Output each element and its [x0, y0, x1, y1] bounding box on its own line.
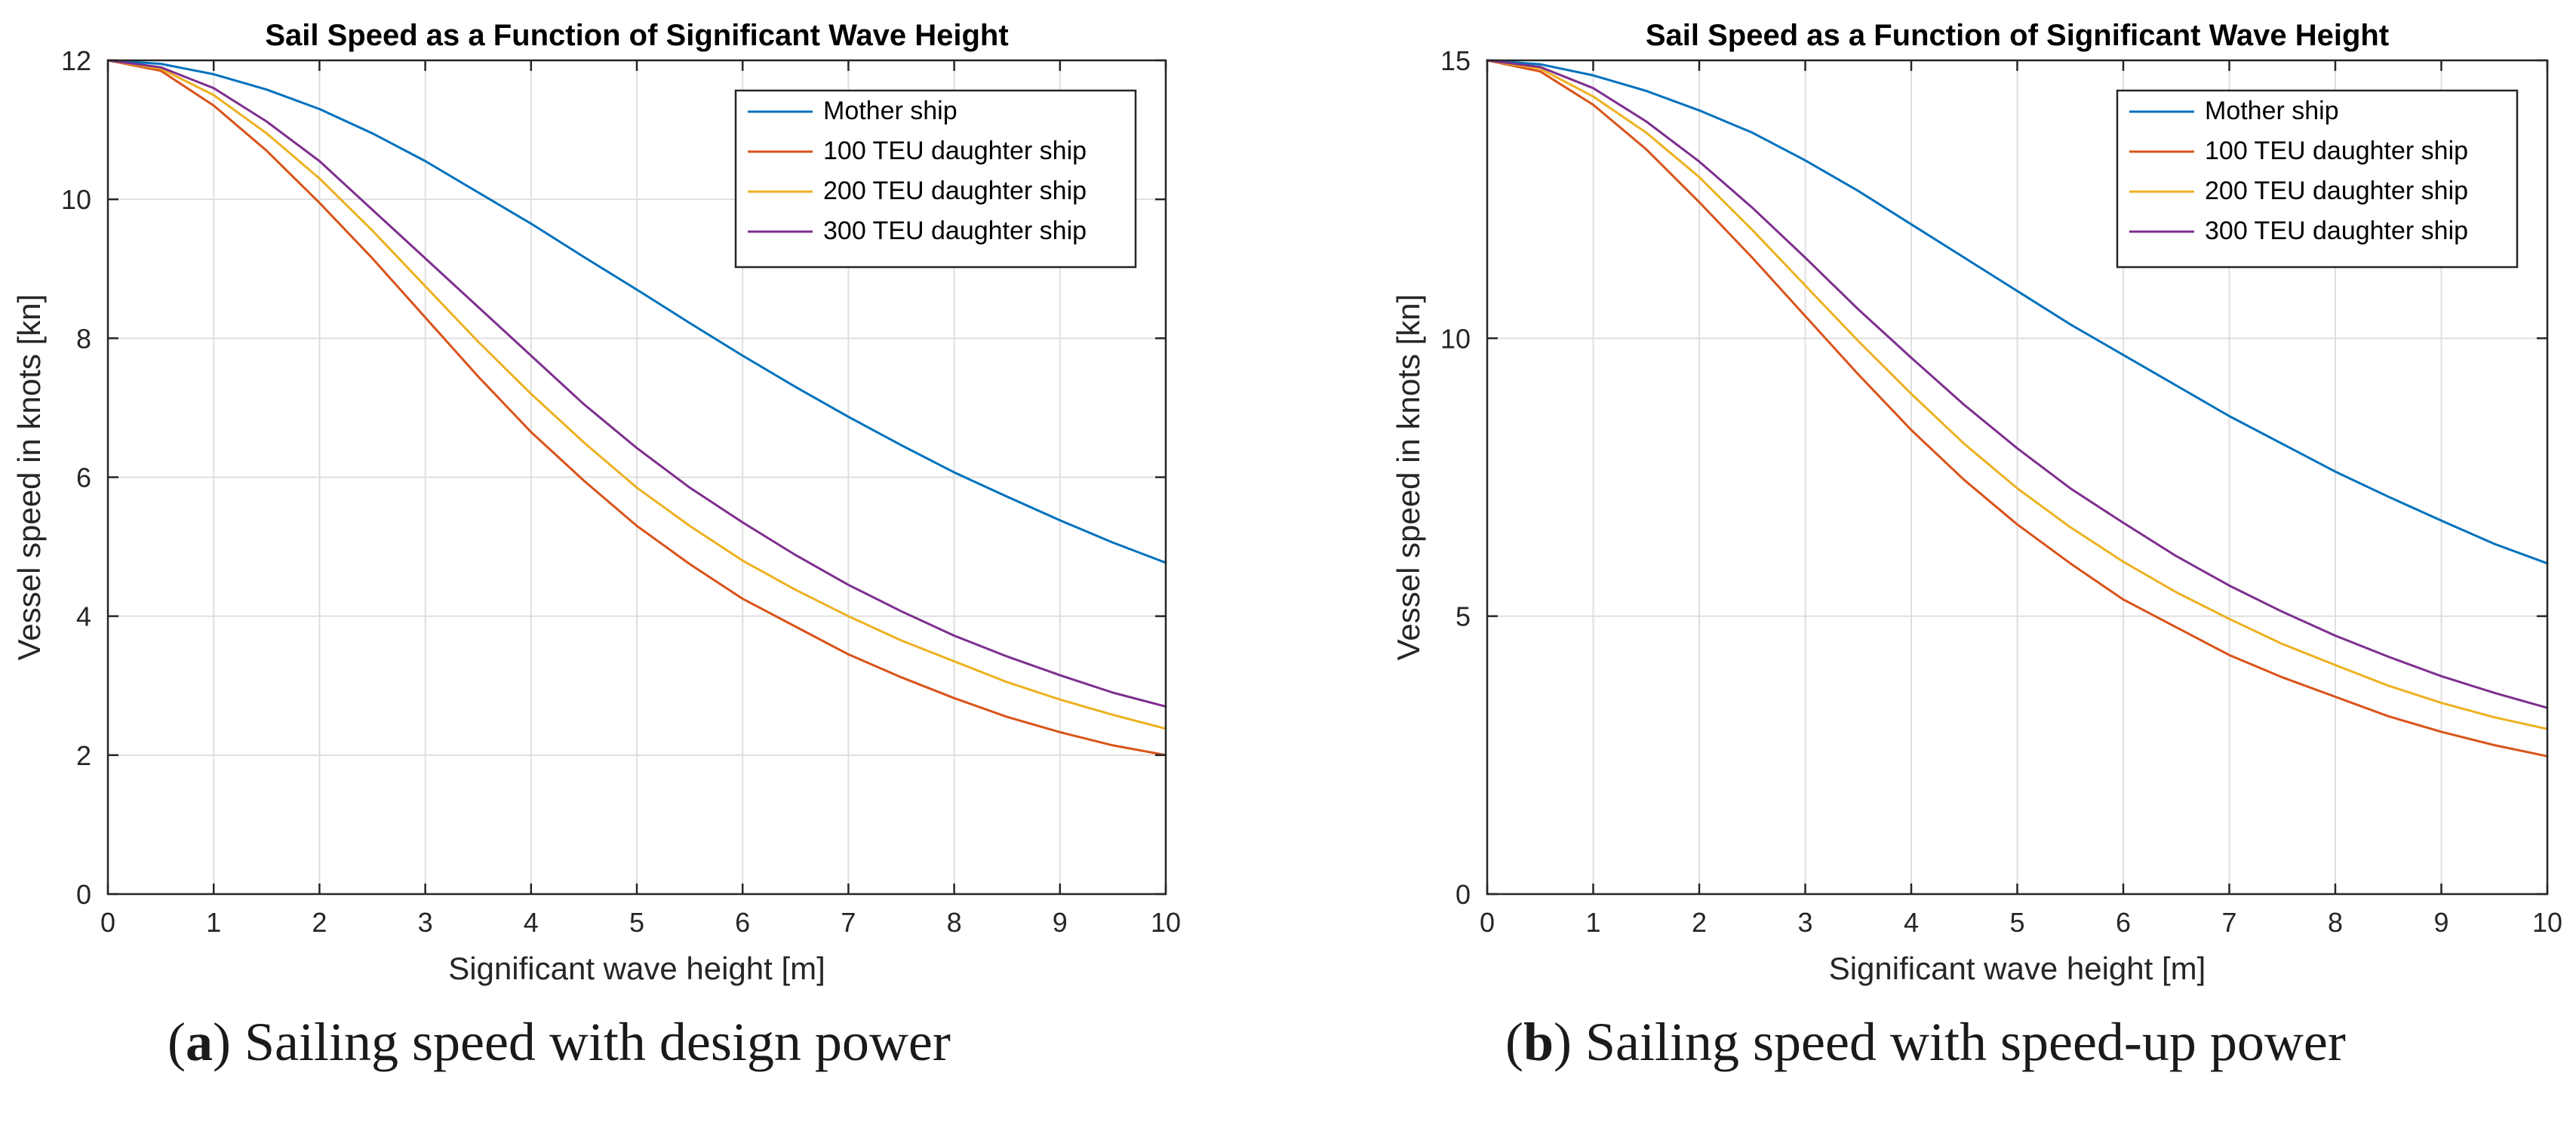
chart-panel-b: 0 1 2 3 4 5 6 7 8 9 10 0 5 10 15 Sail Speed as a Functi… — [1391, 19, 2562, 986]
y-tick-label: 0 — [76, 879, 91, 910]
caption-a-text: Sailing speed with design power — [230, 1012, 951, 1072]
x-tick-label: 3 — [418, 907, 433, 938]
caption-a-open: ( — [168, 1012, 186, 1072]
legend-box — [734, 89, 1137, 269]
series-line-teu300 — [1486, 59, 2549, 709]
series-line-mother — [106, 59, 1167, 564]
y-tick-label: 4 — [76, 601, 91, 632]
x-tick-label: 4 — [1904, 907, 1919, 938]
y-axis-label: Vessel speed in knots [kn] — [11, 294, 47, 661]
series-line-teu200 — [106, 59, 1167, 730]
x-axis-label: Significant wave height [m] — [448, 951, 825, 986]
caption-b-open: ( — [1505, 1012, 1523, 1072]
x-tick-label: 6 — [2116, 907, 2131, 938]
legend-label-mother: Mother ship — [823, 97, 958, 125]
chart-title: Sail Speed as a Function of Significant … — [1646, 19, 2389, 52]
y-tick-label: 8 — [76, 323, 91, 354]
y-tick-label: 12 — [61, 45, 91, 76]
legend-label-teu100: 100 TEU daughter ship — [823, 137, 1087, 165]
x-tick-label: 5 — [2009, 907, 2024, 938]
y-tick-label: 6 — [76, 463, 91, 493]
x-tick-label: 1 — [206, 907, 221, 938]
legend-label-teu200: 200 TEU daughter ship — [2205, 177, 2468, 205]
x-tick-label: 0 — [100, 907, 115, 938]
legend-box — [2116, 89, 2519, 269]
x-tick-label: 1 — [1585, 907, 1600, 938]
y-tick-label: 10 — [1440, 323, 1471, 354]
chart-title: Sail Speed as a Function of Significant … — [265, 19, 1008, 52]
legend-label-teu300: 300 TEU daughter ship — [2205, 217, 2468, 245]
caption-a: (a) Sailing speed with design power — [168, 1011, 951, 1074]
caption-b-letter: b — [1523, 1012, 1554, 1072]
caption-b-close: ) — [1554, 1012, 1572, 1072]
caption-a-close: ) — [212, 1012, 231, 1072]
x-tick-label: 2 — [1692, 907, 1707, 938]
legend-label-mother: Mother ship — [2205, 97, 2339, 125]
y-axis-label: Vessel speed in knots [kn] — [1391, 294, 1426, 661]
legend-label-teu100: 100 TEU daughter ship — [2205, 137, 2468, 165]
caption-a-letter: a — [185, 1012, 213, 1072]
x-tick-label: 4 — [524, 907, 539, 938]
x-axis-label: Significant wave height [m] — [1829, 951, 2206, 986]
x-tick-label: 8 — [947, 907, 962, 938]
x-tick-label: 6 — [735, 907, 750, 938]
x-tick-label: 2 — [312, 907, 327, 938]
y-tick-label: 2 — [76, 740, 91, 771]
y-tick-label: 0 — [1456, 879, 1471, 910]
x-tick-label: 9 — [2433, 907, 2448, 938]
y-tick-label: 10 — [61, 184, 91, 215]
y-tick-label: 5 — [1456, 601, 1471, 632]
series-line-teu300 — [106, 59, 1167, 708]
caption-b: (b) Sailing speed with speed-up power — [1505, 1011, 2346, 1074]
x-tick-label: 8 — [2328, 907, 2343, 938]
x-tick-label: 9 — [1053, 907, 1068, 938]
x-tick-label: 7 — [2221, 907, 2236, 938]
x-tick-label: 0 — [1480, 907, 1495, 938]
x-tick-label: 7 — [841, 907, 856, 938]
x-tick-label: 10 — [1151, 907, 1181, 938]
series-line-teu100 — [1486, 59, 2549, 758]
x-tick-label: 3 — [1797, 907, 1812, 938]
x-tick-label: 5 — [629, 907, 644, 938]
caption-b-text: Sailing speed with speed-up power — [1572, 1012, 2346, 1072]
series-line-teu200 — [1486, 59, 2549, 730]
legend-label-teu200: 200 TEU daughter ship — [823, 177, 1087, 205]
y-tick-label: 15 — [1440, 45, 1471, 76]
x-tick-label: 10 — [2532, 907, 2562, 938]
series-line-mother — [1486, 59, 2549, 565]
series-line-teu100 — [106, 59, 1167, 757]
legend-label-teu300: 300 TEU daughter ship — [823, 217, 1087, 245]
